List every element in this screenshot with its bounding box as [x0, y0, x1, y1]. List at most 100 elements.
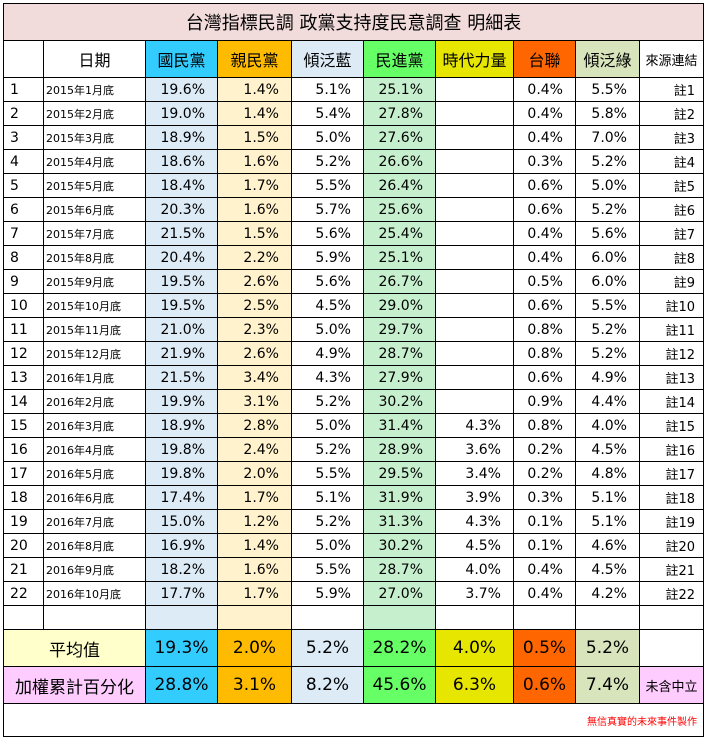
weighted-row: 加權累計百分化 28.8% 3.1% 8.2% 45.6% 6.3% 0.6% 7.4% 未含中…	[3, 666, 704, 704]
value-pan-blue: 5.5%	[291, 173, 364, 198]
value-tsu: 0.4%	[513, 557, 576, 582]
value-tsu: 0.8%	[513, 317, 576, 342]
value-kmt: 20.3%	[145, 197, 218, 222]
value-pfp: 1.2%	[217, 509, 292, 534]
source-note: 註13	[639, 365, 704, 390]
value-pan-green: 5.8%	[575, 101, 640, 126]
source-note: 註6	[639, 197, 704, 222]
table-row: 11 2015年11月底 21.0% 2.3% 5.0% 29.7% 0.8% 5.2% 註11	[3, 317, 704, 342]
value-tsu: 0.6%	[513, 173, 576, 198]
value-pfp: 1.5%	[217, 221, 292, 246]
table-row: 2 2015年2月底 19.0% 1.4% 5.4% 27.8% 0.4% 5.8% 註2	[3, 101, 704, 126]
value-kmt: 19.6%	[145, 77, 218, 102]
average-blank	[639, 629, 704, 667]
weighted-npp: 6.3%	[435, 666, 514, 704]
value-tsu: 0.8%	[513, 413, 576, 438]
row-date: 2015年10月底	[43, 293, 146, 318]
row-date: 2016年2月底	[43, 389, 146, 414]
value-pfp: 1.7%	[217, 173, 292, 198]
value-pan-green: 5.0%	[575, 173, 640, 198]
value-pan-blue: 5.2%	[291, 437, 364, 462]
value-dpp: 25.1%	[363, 245, 436, 270]
source-note: 註17	[639, 461, 704, 486]
table-row: 22 2016年10月底 17.7% 1.7% 5.9% 27.0% 3.7% 0.4% 4.2…	[3, 581, 704, 606]
value-npp	[435, 173, 514, 198]
average-pan-green: 5.2%	[575, 629, 640, 667]
value-dpp: 27.6%	[363, 125, 436, 150]
value-npp	[435, 149, 514, 174]
row-date: 2015年1月底	[43, 77, 146, 102]
value-tsu: 0.8%	[513, 341, 576, 366]
source-note: 註18	[639, 485, 704, 510]
weighted-pfp: 3.1%	[217, 666, 292, 704]
value-pan-blue: 5.2%	[291, 389, 364, 414]
value-npp	[435, 245, 514, 270]
value-tsu: 0.4%	[513, 581, 576, 606]
header-row: 日期 國民黨 親民黨 傾泛藍 民進黨 時代力量 台聯 傾泛綠 來源連結	[3, 40, 704, 78]
value-kmt: 21.5%	[145, 221, 218, 246]
average-pfp: 2.0%	[217, 629, 292, 667]
value-pfp: 2.3%	[217, 317, 292, 342]
row-date: 2016年8月底	[43, 533, 146, 558]
value-pan-green: 6.0%	[575, 269, 640, 294]
row-index: 2	[3, 101, 44, 126]
value-pan-blue: 5.5%	[291, 557, 364, 582]
value-pan-blue: 5.0%	[291, 413, 364, 438]
value-tsu: 0.6%	[513, 197, 576, 222]
row-index: 11	[3, 317, 44, 342]
value-pfp: 1.6%	[217, 149, 292, 174]
row-date: 2015年2月底	[43, 101, 146, 126]
row-date: 2016年10月底	[43, 581, 146, 606]
row-index: 7	[3, 221, 44, 246]
value-npp	[435, 269, 514, 294]
source-note: 註10	[639, 293, 704, 318]
weighted-tsu: 0.6%	[513, 666, 576, 704]
value-pan-blue: 5.9%	[291, 581, 364, 606]
value-npp	[435, 101, 514, 126]
poll-table: 台灣指標民調 政黨支持度民意調查 明細表 日期 國民黨 親民黨 傾泛藍 民進黨 …	[3, 3, 704, 737]
spacer-cell	[3, 605, 44, 630]
row-date: 2016年9月底	[43, 557, 146, 582]
value-dpp: 28.7%	[363, 341, 436, 366]
spacer-cell	[435, 605, 514, 630]
value-pfp: 2.4%	[217, 437, 292, 462]
row-index: 21	[3, 557, 44, 582]
value-pan-green: 5.1%	[575, 485, 640, 510]
weighted-pan-green: 7.4%	[575, 666, 640, 704]
value-tsu: 0.3%	[513, 485, 576, 510]
header-dpp: 民進黨	[363, 40, 436, 78]
row-index: 14	[3, 389, 44, 414]
value-npp	[435, 221, 514, 246]
value-pan-green: 5.2%	[575, 317, 640, 342]
value-pan-blue: 5.1%	[291, 485, 364, 510]
value-pfp: 2.6%	[217, 269, 292, 294]
source-note: 註20	[639, 533, 704, 558]
source-note: 註15	[639, 413, 704, 438]
row-index: 10	[3, 293, 44, 318]
value-pfp: 1.6%	[217, 557, 292, 582]
source-note: 註11	[639, 317, 704, 342]
value-tsu: 0.2%	[513, 437, 576, 462]
value-kmt: 18.6%	[145, 149, 218, 174]
value-tsu: 0.4%	[513, 101, 576, 126]
value-tsu: 0.4%	[513, 125, 576, 150]
value-pan-green: 4.6%	[575, 533, 640, 558]
table-row: 6 2015年6月底 20.3% 1.6% 5.7% 25.6% 0.6% 5.2% 註6	[3, 197, 704, 222]
value-pan-blue: 5.2%	[291, 509, 364, 534]
table-row: 10 2015年10月底 19.5% 2.5% 4.5% 29.0% 0.6% 5.5% 註10	[3, 293, 704, 318]
value-pfp: 2.2%	[217, 245, 292, 270]
value-pan-blue: 4.9%	[291, 341, 364, 366]
party-support-sheet: 台灣指標民調 政黨支持度民意調查 明細表 日期 國民黨 親民黨 傾泛藍 民進黨 …	[3, 3, 704, 737]
value-pan-blue: 5.0%	[291, 533, 364, 558]
value-dpp: 26.6%	[363, 149, 436, 174]
value-dpp: 28.7%	[363, 557, 436, 582]
table-row: 16 2016年4月底 19.8% 2.4% 5.2% 28.9% 3.6% 0.2% 4.5%…	[3, 437, 704, 462]
value-dpp: 31.4%	[363, 413, 436, 438]
source-note: 註9	[639, 269, 704, 294]
value-pan-green: 4.5%	[575, 437, 640, 462]
value-pfp: 3.1%	[217, 389, 292, 414]
row-date: 2015年4月底	[43, 149, 146, 174]
header-kmt: 國民黨	[145, 40, 218, 78]
value-kmt: 21.9%	[145, 341, 218, 366]
value-kmt: 17.4%	[145, 485, 218, 510]
